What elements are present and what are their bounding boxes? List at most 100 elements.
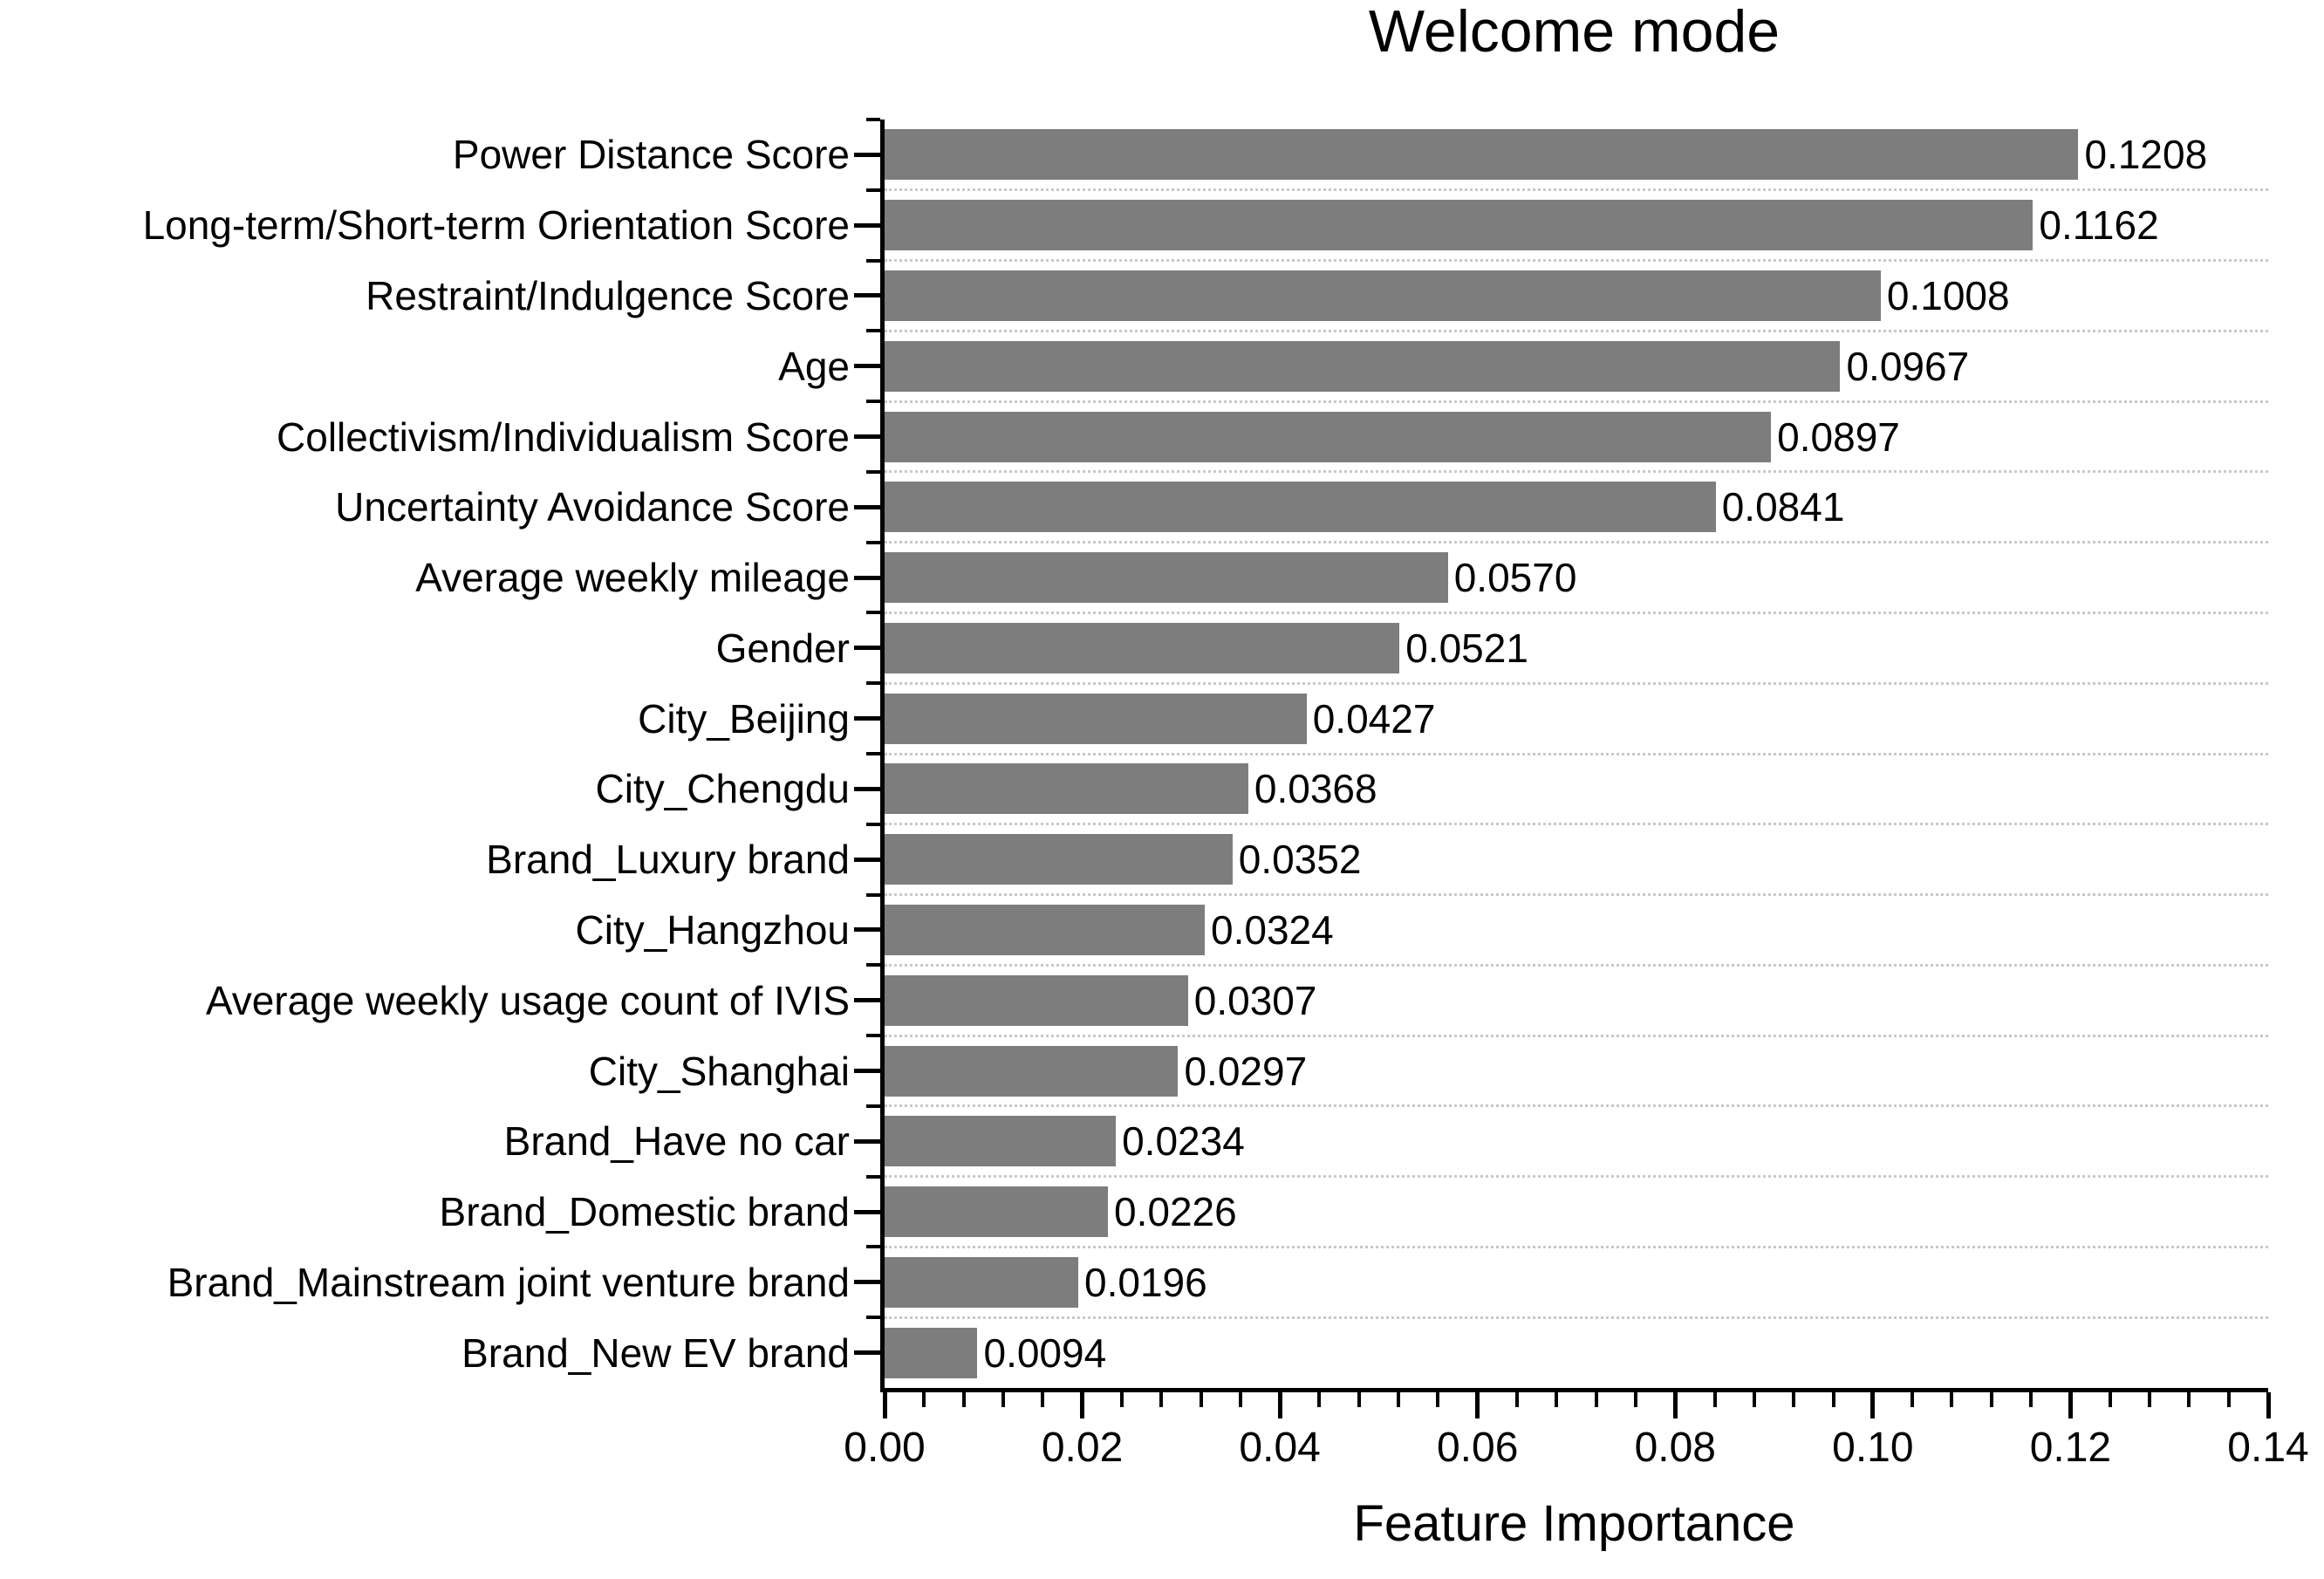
gridline [885,1104,2268,1108]
category-label: Power Distance Score [452,132,850,178]
gridline [885,470,2268,474]
bar [885,904,1206,955]
x-minor-tick [1594,1392,1598,1407]
bar-value-label: 0.0196 [1084,1259,1207,1305]
bar [885,622,1400,673]
y-minor-tick [866,469,880,474]
y-minor-tick [866,188,880,192]
gridline [885,188,2268,192]
x-tick-label: 0.12 [2029,1425,2112,1471]
gridline [885,963,2268,967]
y-major-tick [854,222,880,228]
x-minor-tick [1317,1392,1322,1407]
y-major-tick [854,646,880,651]
bar-value-label: 0.0307 [1193,977,1317,1023]
bar [885,482,1716,533]
x-minor-tick [2187,1392,2191,1407]
gridline [885,1316,2268,1319]
y-major-tick [854,998,880,1003]
y-minor-tick [866,118,880,121]
bar-value-label: 0.0841 [1721,484,1845,530]
x-minor-tick [2226,1392,2231,1407]
bar [885,1186,1109,1238]
category-label: Gender [715,625,850,671]
y-major-tick [854,434,880,439]
category-label: Age [778,343,850,389]
x-minor-tick [1199,1392,1203,1407]
bar [885,340,1841,392]
bar-value-label: 0.0324 [1211,906,1334,953]
y-major-tick [854,1209,880,1214]
y-major-tick [854,716,880,721]
x-minor-tick [2108,1392,2112,1407]
x-minor-tick [1555,1392,1559,1407]
y-minor-tick [866,822,880,826]
x-minor-tick [1515,1392,1520,1407]
bar [885,270,1881,321]
x-minor-tick [1001,1392,1005,1407]
bar [885,1256,1079,1308]
x-axis-tick-labels: 0.00 0.02 0.04 0.06 0.08 0.10 0.12 0.14 [844,1425,2308,1480]
x-minor-tick [1397,1392,1401,1407]
x-minor-tick [1357,1392,1361,1407]
y-major-tick [854,1350,880,1356]
category-label: Brand_Luxury brand [486,837,850,883]
y-axis-labels: Power Distance Score Long-term/Short-term… [0,120,850,1388]
y-minor-tick [866,329,880,333]
gridline [885,893,2268,897]
bar-value-label: 0.0368 [1254,766,1377,812]
y-minor-tick [866,400,880,404]
category-label: City_Hangzhou [575,906,850,953]
bar [885,1045,1179,1097]
y-major-tick [854,152,880,157]
bar-value-label: 0.0427 [1312,695,1436,742]
gridline [885,1034,2268,1037]
bar-value-label: 0.0094 [983,1330,1107,1376]
bar [885,552,1448,604]
gridline [885,329,2268,332]
x-major-tick [882,1392,887,1418]
category-label: Average weekly mileage [415,555,850,601]
y-minor-tick [866,258,880,263]
category-label: Collectivism/Individualism Score [277,414,850,460]
category-label: Restraint/Indulgence Score [366,272,850,318]
x-minor-tick [922,1392,926,1407]
category-label: City_Shanghai [588,1048,850,1094]
x-tick-label: 0.04 [1239,1425,1321,1471]
bar-value-label: 0.0297 [1184,1048,1308,1094]
y-minor-tick [866,611,880,615]
y-minor-tick [866,1034,880,1038]
gridline [885,541,2268,544]
y-major-tick [854,1138,880,1144]
bar-value-label: 0.0226 [1114,1189,1237,1235]
bar-value-label: 0.1162 [2039,202,2159,249]
category-label: City_Chengdu [595,766,850,812]
y-major-tick [854,927,880,933]
bar-value-label: 0.0352 [1238,837,1362,883]
x-minor-tick [1752,1392,1756,1407]
category-label: Brand_Have no car [503,1118,850,1165]
x-axis-title: Feature Importance [1353,1495,1795,1552]
bar [885,411,1772,462]
y-minor-tick [866,752,880,755]
x-tick-label: 0.10 [1832,1425,1914,1471]
plot-area: 0.1208 0.1162 0.1008 0.0967 0.0897 0.0841 0.05… [854,118,2271,1418]
x-tick-label: 0.00 [844,1425,926,1471]
x-major-tick [1870,1392,1876,1418]
y-major-tick [854,857,880,862]
y-major-tick [854,293,880,298]
x-tick-label: 0.08 [1634,1425,1716,1471]
bar-value-label: 0.1208 [2084,132,2208,178]
x-major-tick [1475,1392,1480,1418]
y-minor-tick [866,1104,880,1108]
category-label: Long-term/Short-term Orientation Score [142,202,850,249]
x-minor-tick [1989,1392,1993,1407]
x-minor-tick [1119,1392,1124,1407]
bar-value-label: 0.0570 [1453,555,1577,601]
bar-value-label: 0.1008 [1886,272,2010,318]
y-major-tick [854,1280,880,1285]
x-major-tick [1277,1392,1282,1418]
x-tick-label: 0.02 [1041,1425,1124,1471]
chart-title: Welcome mode [1368,0,1781,65]
y-minor-tick [866,963,880,967]
